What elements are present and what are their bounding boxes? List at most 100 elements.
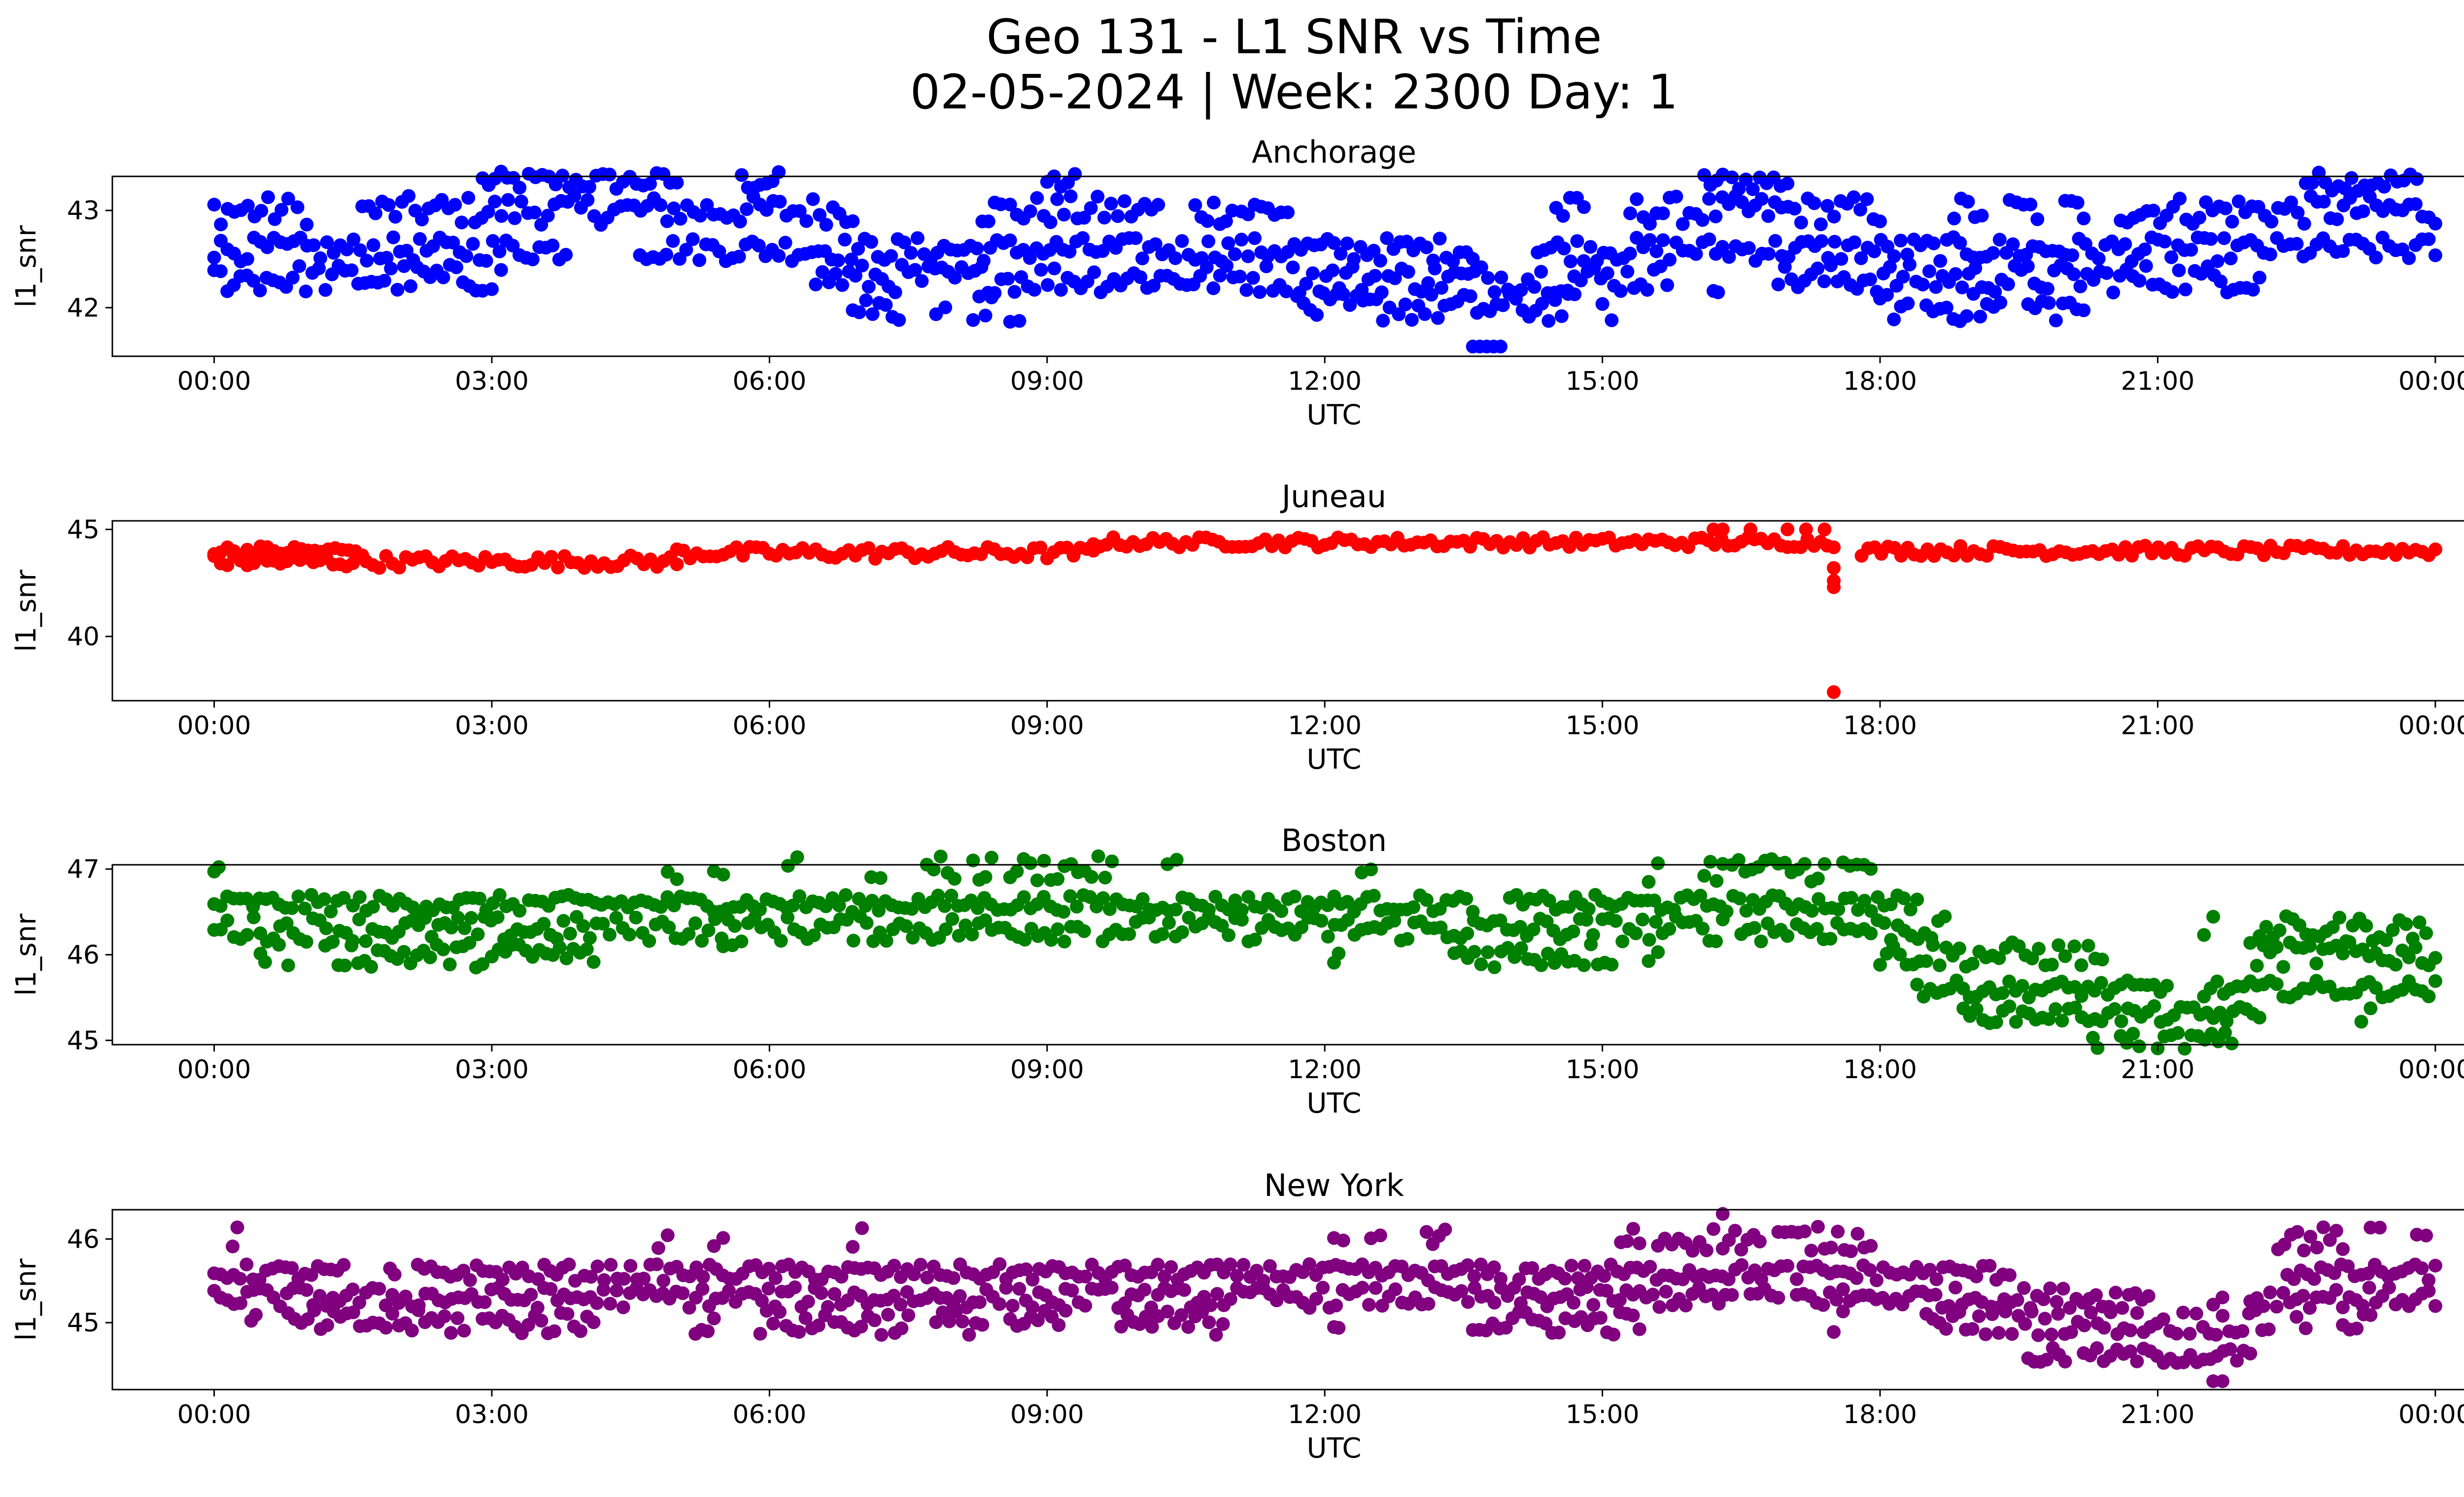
- data-point: [590, 1259, 605, 1273]
- data-point: [2032, 942, 2046, 956]
- data-point: [844, 252, 858, 267]
- data-point: [1901, 296, 1915, 310]
- data-point: [2218, 1025, 2232, 1040]
- x-tick-label: 00:00: [2398, 367, 2464, 396]
- data-point: [379, 1321, 393, 1335]
- data-point: [1968, 261, 1983, 275]
- data-point: [2189, 1306, 2203, 1321]
- data-point: [643, 177, 657, 191]
- data-point: [692, 253, 707, 267]
- data-point: [2015, 979, 2029, 993]
- data-point: [1418, 307, 1432, 321]
- data-point: [712, 244, 726, 259]
- data-point: [1162, 916, 1176, 930]
- data-point: [2058, 1355, 2072, 1369]
- data-point: [2363, 1001, 2378, 1016]
- data-point: [1959, 309, 1974, 323]
- data-point: [773, 195, 787, 209]
- data-point: [2156, 1312, 2170, 1327]
- data-point: [2204, 232, 2218, 246]
- data-point: [2118, 237, 2132, 251]
- data-point: [2259, 919, 2273, 934]
- data-point: [637, 1271, 651, 1286]
- data-point: [2040, 282, 2054, 296]
- data-point: [2197, 928, 2211, 942]
- data-point: [1438, 1223, 1452, 1237]
- axes-frame: [111, 1209, 2464, 1391]
- data-point: [436, 942, 450, 956]
- data-point: [2362, 1281, 2376, 1295]
- data-point: [701, 1324, 715, 1338]
- data-point: [2178, 1042, 2192, 1056]
- data-point: [285, 901, 299, 915]
- data-point: [1642, 954, 1656, 968]
- data-point: [404, 279, 418, 293]
- data-point: [2291, 205, 2305, 220]
- data-point: [457, 921, 472, 935]
- data-point: [525, 252, 540, 267]
- data-point: [2086, 1031, 2100, 1045]
- data-point: [353, 243, 367, 257]
- data-point: [1754, 192, 1769, 206]
- data-point: [1063, 889, 1077, 903]
- data-point: [859, 916, 874, 930]
- data-point: [1632, 1322, 1646, 1336]
- data-point: [1710, 874, 1724, 888]
- data-point: [2408, 197, 2423, 211]
- data-point: [974, 260, 989, 274]
- data-point: [1615, 934, 1630, 949]
- data-point: [1026, 1272, 1040, 1287]
- data-point: [1105, 854, 1119, 869]
- data-point: [651, 1241, 665, 1255]
- data-point: [1548, 293, 1562, 307]
- data-point: [1903, 902, 1917, 917]
- data-point: [1576, 254, 1591, 268]
- data-point: [772, 249, 786, 263]
- data-point: [2023, 198, 2038, 211]
- data-point: [2399, 917, 2413, 931]
- data-point: [411, 1303, 426, 1317]
- data-point: [901, 1308, 916, 1323]
- data-point: [1600, 1284, 1614, 1298]
- data-point: [559, 248, 573, 262]
- data-point: [1632, 1236, 1646, 1251]
- data-point: [582, 180, 596, 194]
- data-point: [290, 200, 305, 214]
- data-point: [1564, 1259, 1578, 1273]
- data-point: [274, 203, 289, 217]
- data-point: [2210, 974, 2224, 988]
- data-point: [590, 1296, 604, 1310]
- data-point: [1870, 1273, 1883, 1288]
- data-point: [1972, 1309, 1986, 1323]
- subplot-title: Anchorage: [1252, 134, 1416, 170]
- data-point: [372, 561, 386, 575]
- data-point: [1583, 240, 1598, 254]
- data-point: [1327, 236, 1341, 250]
- data-point: [1210, 1287, 1224, 1301]
- data-point: [985, 290, 999, 305]
- data-point: [2309, 956, 2324, 971]
- data-point: [1778, 855, 1792, 870]
- data-point: [249, 1308, 263, 1322]
- data-point: [722, 1284, 736, 1298]
- data-point: [1051, 872, 1065, 886]
- data-point: [2276, 1286, 2291, 1300]
- data-point: [1817, 857, 1832, 871]
- data-point: [1299, 276, 1313, 291]
- data-point: [207, 198, 221, 212]
- data-point: [827, 1287, 842, 1301]
- data-point: [387, 1267, 402, 1282]
- data-point: [1636, 913, 1649, 927]
- data-point: [2132, 273, 2147, 288]
- data-point: [312, 261, 326, 275]
- subplot-0: Anchorage 00:00 03:00 06:00 09:00 12:00 15:00 1…: [10, 134, 2464, 431]
- data-points: [207, 165, 2442, 354]
- data-point: [312, 1289, 327, 1303]
- data-point: [1949, 267, 1963, 281]
- data-point: [1564, 254, 1578, 269]
- data-point: [978, 308, 992, 323]
- data-point: [466, 237, 480, 251]
- data-point: [1340, 895, 1355, 909]
- data-point: [1814, 234, 1829, 248]
- data-point: [580, 942, 594, 956]
